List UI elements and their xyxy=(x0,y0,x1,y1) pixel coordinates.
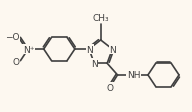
Text: NH: NH xyxy=(127,71,141,80)
Text: N⁺: N⁺ xyxy=(23,45,35,54)
Text: −O: −O xyxy=(5,33,19,42)
Text: N: N xyxy=(91,59,98,68)
Text: N: N xyxy=(86,45,93,54)
Text: N: N xyxy=(110,45,116,54)
Text: O: O xyxy=(12,57,19,66)
Text: O: O xyxy=(106,83,113,92)
Text: CH₃: CH₃ xyxy=(92,14,109,23)
